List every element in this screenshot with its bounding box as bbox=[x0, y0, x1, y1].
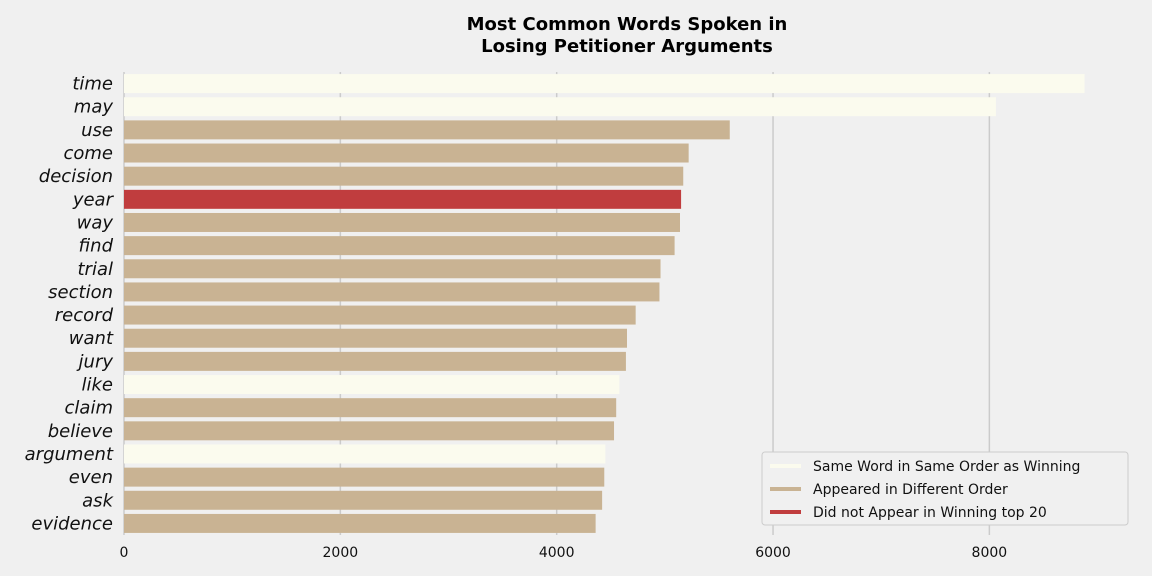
x-axis-ticks: 0 2000 4000 6000 8000 bbox=[120, 545, 1008, 561]
chart-title-line: Losing Petitioner Arguments bbox=[481, 36, 773, 57]
category-label: argument bbox=[25, 444, 114, 465]
chart-title-line: Most Common Words Spoken in bbox=[467, 14, 788, 35]
bar-ask bbox=[124, 490, 603, 510]
category-label: year bbox=[72, 189, 115, 210]
bar-claim bbox=[124, 398, 617, 418]
bar-year bbox=[124, 189, 682, 209]
legend-label: Appeared in Different Order bbox=[813, 482, 1008, 498]
category-label: believe bbox=[48, 421, 113, 442]
bar-even bbox=[124, 467, 605, 487]
category-label: section bbox=[48, 282, 113, 303]
category-label: evidence bbox=[31, 513, 113, 534]
category-label: find bbox=[79, 236, 114, 257]
bar-come bbox=[124, 143, 689, 163]
bar-want bbox=[124, 328, 627, 348]
category-label: way bbox=[77, 212, 114, 233]
category-label: even bbox=[69, 467, 113, 488]
category-label: jury bbox=[76, 351, 114, 372]
category-label: trial bbox=[78, 259, 114, 280]
bar-section bbox=[124, 282, 660, 302]
legend-box bbox=[761, 451, 1129, 526]
category-label: decision bbox=[39, 166, 113, 187]
bar-may bbox=[124, 97, 996, 117]
bar-trial bbox=[124, 259, 661, 279]
bar-find bbox=[124, 236, 675, 256]
category-label: may bbox=[74, 97, 114, 118]
bars bbox=[124, 74, 1085, 533]
bar-decision bbox=[124, 166, 684, 186]
category-label: come bbox=[63, 143, 113, 164]
x-tick-label: 2000 bbox=[323, 545, 359, 561]
bar-argument bbox=[124, 444, 606, 464]
legend-label: Same Word in Same Order as Winning bbox=[813, 459, 1080, 475]
x-tick-label: 6000 bbox=[755, 545, 791, 561]
category-label: ask bbox=[82, 490, 114, 511]
bar-believe bbox=[124, 421, 615, 441]
category-label: want bbox=[69, 328, 114, 349]
bar-jury bbox=[124, 351, 626, 371]
category-label: like bbox=[82, 375, 114, 396]
category-label: use bbox=[81, 120, 113, 141]
category-label: record bbox=[55, 305, 114, 326]
bar-like bbox=[124, 375, 620, 395]
bar-time bbox=[124, 74, 1085, 94]
category-label: time bbox=[72, 74, 113, 95]
x-tick-label: 0 bbox=[120, 545, 129, 561]
x-tick-label: 4000 bbox=[539, 545, 575, 561]
category-label: claim bbox=[65, 398, 113, 419]
bar-use bbox=[124, 120, 730, 140]
bar-record bbox=[124, 305, 636, 325]
x-tick-label: 8000 bbox=[972, 545, 1008, 561]
bar-way bbox=[124, 212, 681, 232]
bar-evidence bbox=[124, 513, 596, 533]
legend: Same Word in Same Order as Winning Appear… bbox=[761, 451, 1129, 526]
legend-label: Did not Appear in Winning top 20 bbox=[813, 505, 1047, 521]
